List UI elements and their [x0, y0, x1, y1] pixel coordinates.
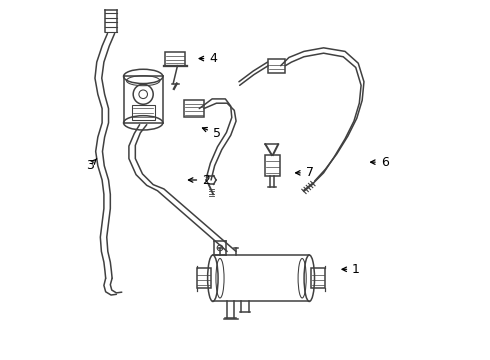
Text: 1: 1 — [342, 263, 360, 276]
Text: 7: 7 — [295, 166, 314, 179]
Bar — [197, 268, 211, 288]
Text: 6: 6 — [370, 156, 389, 168]
Bar — [265, 155, 280, 176]
Bar — [311, 268, 325, 288]
Bar — [132, 105, 155, 120]
Text: 5: 5 — [202, 127, 221, 140]
Bar — [184, 100, 204, 117]
Bar — [268, 59, 285, 73]
Text: 4: 4 — [199, 52, 217, 65]
Text: 2: 2 — [189, 174, 210, 186]
Bar — [165, 52, 185, 66]
Text: 3: 3 — [86, 159, 97, 172]
